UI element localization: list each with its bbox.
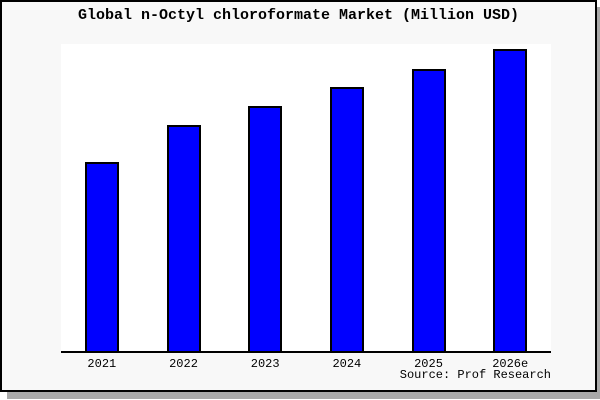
bar-slot: [388, 44, 470, 351]
x-tick-label-2024: 2024: [332, 357, 362, 371]
x-tick-label-2022: 2022: [169, 357, 198, 371]
bar-slot: [469, 44, 551, 351]
bar-2022: [166, 125, 201, 351]
bar-slot: [143, 44, 225, 351]
chart-frame: Global n-Octyl chloroformate Market (Mil…: [0, 0, 597, 392]
bar-slot: [61, 44, 143, 351]
bar-slot: [306, 44, 388, 351]
bar-2024: [329, 87, 364, 351]
x-tick-label-2023: 2023: [250, 357, 280, 371]
bar-2023: [248, 106, 283, 351]
bar-2021: [84, 162, 119, 351]
chart-title: Global n-Octyl chloroformate Market (Mil…: [77, 7, 520, 24]
bars-container: [61, 44, 551, 351]
bar-slot: [224, 44, 306, 351]
x-axis-tick-row: 2021 2022 2023 2024 2025 2026e: [61, 357, 551, 371]
bar-2026e: [493, 49, 528, 351]
x-tick-label-2025: 2025: [414, 357, 443, 371]
plot-area: [61, 44, 551, 353]
x-tick-label-2021: 2021: [87, 357, 117, 371]
bar-2025: [411, 69, 446, 351]
x-tick-label-2026e: 2026e: [492, 357, 529, 371]
source-note: Source: Prof Research: [399, 368, 551, 382]
